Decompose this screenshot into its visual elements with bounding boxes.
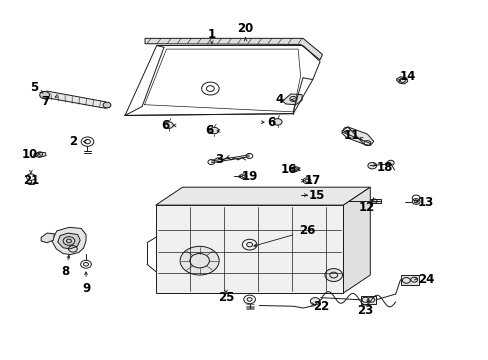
Text: 25: 25 bbox=[217, 291, 234, 304]
Polygon shape bbox=[341, 127, 373, 145]
Circle shape bbox=[310, 298, 320, 305]
Text: 19: 19 bbox=[241, 170, 257, 183]
Text: 6: 6 bbox=[205, 124, 213, 138]
Text: 21: 21 bbox=[23, 174, 39, 186]
Bar bbox=[400, 275, 418, 285]
Text: 12: 12 bbox=[358, 202, 374, 215]
Circle shape bbox=[164, 122, 173, 129]
Polygon shape bbox=[42, 91, 110, 108]
Text: 13: 13 bbox=[417, 196, 433, 209]
Text: 6: 6 bbox=[267, 116, 275, 129]
Polygon shape bbox=[52, 227, 86, 255]
Circle shape bbox=[386, 160, 393, 165]
Bar bbox=[156, 205, 343, 293]
Polygon shape bbox=[343, 187, 369, 293]
Text: 16: 16 bbox=[281, 163, 297, 176]
Circle shape bbox=[367, 162, 376, 169]
Text: 20: 20 bbox=[237, 22, 253, 35]
Circle shape bbox=[180, 246, 219, 275]
Polygon shape bbox=[282, 94, 302, 105]
Text: 18: 18 bbox=[376, 161, 392, 174]
Text: 26: 26 bbox=[298, 224, 314, 238]
Text: 3: 3 bbox=[215, 153, 223, 166]
Text: 8: 8 bbox=[61, 265, 69, 278]
Polygon shape bbox=[347, 199, 380, 203]
Circle shape bbox=[103, 102, 111, 108]
Polygon shape bbox=[145, 39, 322, 60]
Text: 15: 15 bbox=[308, 189, 324, 202]
Circle shape bbox=[40, 91, 49, 99]
Text: 14: 14 bbox=[399, 70, 415, 83]
Polygon shape bbox=[156, 187, 369, 205]
Circle shape bbox=[273, 119, 282, 125]
Text: 2: 2 bbox=[69, 135, 77, 148]
Polygon shape bbox=[396, 77, 407, 84]
Polygon shape bbox=[290, 166, 299, 172]
Circle shape bbox=[209, 127, 218, 134]
Text: 17: 17 bbox=[304, 174, 320, 187]
Text: 11: 11 bbox=[343, 129, 359, 142]
Text: 1: 1 bbox=[207, 28, 215, 41]
Bar bbox=[360, 296, 375, 304]
Polygon shape bbox=[58, 233, 80, 249]
Text: 7: 7 bbox=[41, 95, 49, 108]
Text: 10: 10 bbox=[22, 148, 38, 161]
Polygon shape bbox=[41, 233, 54, 243]
Text: 23: 23 bbox=[357, 305, 373, 318]
Text: 24: 24 bbox=[417, 273, 433, 286]
Text: 4: 4 bbox=[275, 93, 283, 106]
Text: 22: 22 bbox=[313, 300, 329, 313]
Polygon shape bbox=[34, 152, 46, 157]
Text: 9: 9 bbox=[81, 282, 90, 295]
Text: 6: 6 bbox=[161, 119, 169, 132]
Text: 5: 5 bbox=[30, 81, 38, 94]
Circle shape bbox=[325, 269, 342, 282]
